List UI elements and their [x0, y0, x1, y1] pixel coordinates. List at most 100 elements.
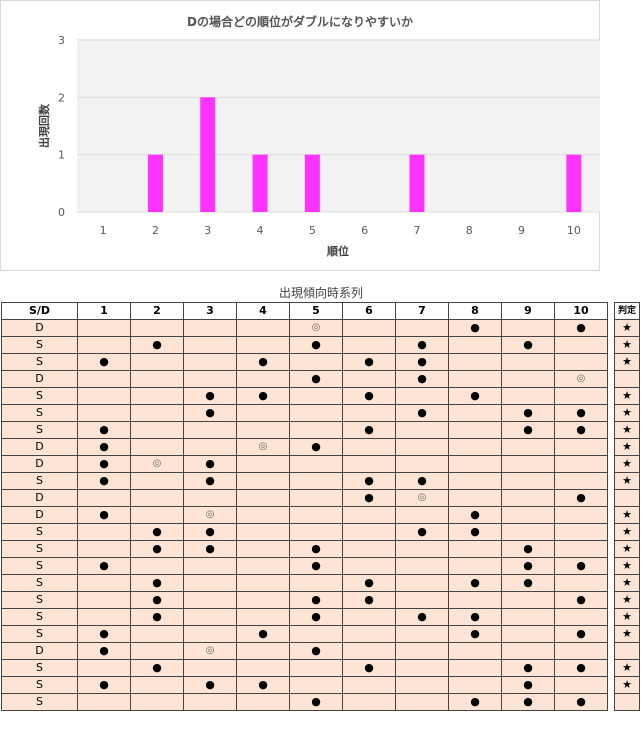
empty-cell	[183, 625, 237, 643]
empty-cell	[77, 523, 131, 541]
dot-mark-cell: ●	[77, 506, 131, 524]
dot-mark-cell: ●	[130, 608, 184, 626]
dot-mark-cell: ●	[77, 421, 131, 439]
empty-cell	[236, 693, 290, 711]
sd-cell: D	[1, 642, 78, 660]
empty-cell	[77, 540, 131, 558]
empty-cell	[501, 591, 555, 609]
empty-cell	[342, 319, 396, 337]
empty-cell	[130, 438, 184, 456]
judge-row: ★	[614, 319, 640, 337]
x-axis-label: 順位	[327, 244, 349, 258]
empty-cell	[554, 574, 608, 592]
dot-mark-cell: ●	[289, 693, 343, 711]
star-cell: ★	[614, 421, 640, 439]
judge-row: ★	[614, 608, 640, 626]
empty-cell	[342, 608, 396, 626]
dot-mark-cell: ●	[554, 625, 608, 643]
dot-mark-cell: ●	[501, 574, 555, 592]
sd-cell: S	[1, 540, 78, 558]
dot-mark-cell: ●	[501, 421, 555, 439]
x-tick-label: 6	[361, 224, 368, 237]
column-header-5: 5	[289, 302, 343, 320]
table-row: S ● ● ● ●	[1, 336, 608, 354]
empty-cell	[236, 421, 290, 439]
sd-cell: D	[1, 506, 78, 524]
empty-cell	[395, 319, 449, 337]
empty-cell	[501, 455, 555, 473]
empty-cell	[501, 506, 555, 524]
empty-cell	[183, 659, 237, 677]
empty-cell	[395, 557, 449, 575]
bar-4	[252, 154, 268, 212]
empty-cell	[236, 489, 290, 507]
empty-cell	[554, 336, 608, 354]
empty-cell	[77, 693, 131, 711]
sd-header: S/D	[1, 302, 78, 320]
judge-row: ★	[614, 455, 640, 473]
dot-mark-cell: ●	[342, 421, 396, 439]
star-cell: ★	[614, 319, 640, 337]
empty-cell	[501, 319, 555, 337]
dot-mark-cell: ●	[183, 676, 237, 694]
star-cell: ★	[614, 625, 640, 643]
dot-mark-cell: ●	[183, 472, 237, 490]
dot-mark-cell: ●	[501, 693, 555, 711]
table-row: D ● ◎ ●	[1, 642, 608, 660]
dot-mark-cell: ●	[395, 472, 449, 490]
judge-row: ★	[614, 557, 640, 575]
empty-cell	[342, 506, 396, 524]
column-header-10: 10	[554, 302, 608, 320]
column-header-1: 1	[77, 302, 131, 320]
empty-cell	[236, 523, 290, 541]
star-cell: ★	[614, 472, 640, 490]
judge-row: ★	[614, 574, 640, 592]
x-tick-label: 7	[413, 224, 420, 237]
empty-cell	[183, 336, 237, 354]
dot-mark-cell: ●	[130, 574, 184, 592]
judge-row: ★	[614, 421, 640, 439]
empty-cell	[501, 472, 555, 490]
dot-mark-cell: ●	[236, 625, 290, 643]
judge-row: ★	[614, 540, 640, 558]
empty-cell	[395, 625, 449, 643]
empty-cell	[130, 319, 184, 337]
x-tick-label: 5	[309, 224, 316, 237]
dot-mark-cell: ●	[501, 336, 555, 354]
double-mark-cell: ◎	[395, 489, 449, 507]
dot-mark-cell: ●	[501, 540, 555, 558]
empty-cell	[77, 336, 131, 354]
empty-cell	[395, 591, 449, 609]
empty-cell	[236, 659, 290, 677]
empty-cell	[77, 659, 131, 677]
empty-cell	[289, 387, 343, 405]
empty-cell	[183, 574, 237, 592]
star-cell: ★	[614, 591, 640, 609]
sd-cell: S	[1, 625, 78, 643]
dot-mark-cell: ●	[236, 387, 290, 405]
empty-cell	[395, 438, 449, 456]
empty-cell	[554, 608, 608, 626]
empty-cell	[448, 489, 502, 507]
table-row: S ● ● ● ●	[1, 557, 608, 575]
dot-mark-cell: ●	[236, 353, 290, 371]
table-row: D ◎ ● ●	[1, 319, 608, 337]
judge-row: ★	[614, 438, 640, 456]
judge-row	[614, 370, 640, 388]
star-cell: ★	[614, 438, 640, 456]
x-tick-label: 4	[257, 224, 264, 237]
sd-cell: S	[1, 693, 78, 711]
bar-5	[304, 154, 320, 212]
empty-cell	[448, 472, 502, 490]
empty-cell	[342, 693, 396, 711]
x-tick-label: 8	[466, 224, 473, 237]
bar-7	[409, 154, 425, 212]
table-row: S ● ● ● ●	[1, 472, 608, 490]
empty-cell	[501, 387, 555, 405]
empty-cell	[554, 387, 608, 405]
sd-cell: S	[1, 557, 78, 575]
judge-row	[614, 693, 640, 711]
empty-cell	[130, 353, 184, 371]
empty-judge-cell	[614, 489, 640, 507]
